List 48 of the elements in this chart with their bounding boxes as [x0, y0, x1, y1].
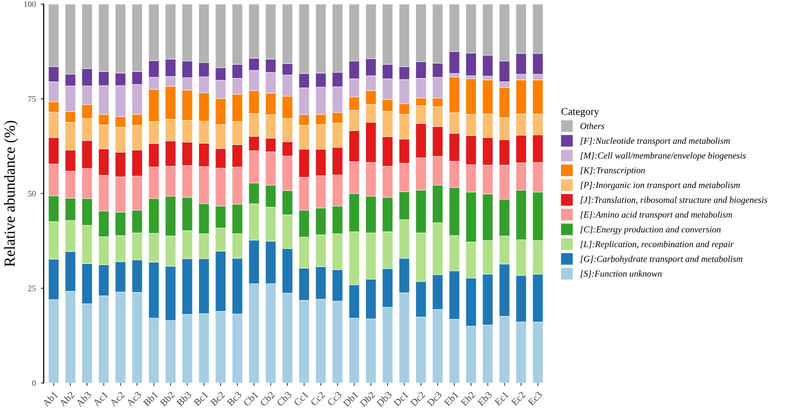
- x-tick-label: Bc1: [193, 391, 208, 406]
- legend-label: [P]:Inorganic ion transport and metabolism: [580, 182, 740, 190]
- x-tick-label: Bc3: [226, 391, 242, 406]
- x-tick-label: Ec2: [510, 391, 526, 406]
- x-tick-label: Cb2: [260, 390, 276, 407]
- x-tick-label: Eb1: [443, 391, 459, 406]
- x-tick-label: Db3: [376, 390, 392, 408]
- x-tick-label: Ac1: [92, 391, 108, 407]
- legend-label: [M]:Cell wall/membrane/envelope biogenesis: [580, 152, 746, 160]
- x-tick-label: Cc1: [294, 391, 309, 406]
- x-tick-label: Cb1: [242, 391, 258, 407]
- x-tick-label: Db1: [342, 391, 359, 408]
- x-tick-label: Eb2: [460, 390, 476, 406]
- y-tick-label: 50: [28, 190, 36, 197]
- legend-label: Others: [580, 122, 604, 130]
- x-tick-label: Ec3: [528, 391, 542, 406]
- x-tick-label: Bb1: [142, 391, 158, 407]
- x-tick-label: Eb3: [476, 390, 492, 406]
- x-tick-label: Cc3: [326, 391, 342, 406]
- x-tick-label: Ac3: [126, 391, 142, 407]
- legend-label: [G]:Carbohydrate transport and metabolism: [580, 256, 742, 264]
- x-tick-label: Cc2: [310, 391, 326, 406]
- y-tick-label: 0: [32, 380, 36, 386]
- x-tick-label: Db2: [359, 390, 376, 408]
- y-tick-label: 75: [28, 96, 36, 102]
- legend-label: [K]:Transcription: [580, 167, 645, 176]
- x-tick-label: Bc2: [210, 391, 226, 406]
- legend-label: [L]:Replication, recombination and repair: [580, 240, 734, 250]
- legend-title: Category: [561, 108, 600, 118]
- legend-label: [J]:Translation, ribosomal structure and biogenesis: [580, 196, 768, 205]
- x-tick-label: Bb2: [159, 390, 176, 407]
- x-tick-label: Cb3: [276, 390, 292, 407]
- x-tick-label: Ab3: [75, 390, 92, 408]
- x-tick-label: Ab1: [42, 391, 58, 408]
- y-tick-label: 25: [28, 286, 36, 292]
- x-tick-label: Dc3: [426, 391, 442, 407]
- x-tick-label: Ab2: [58, 390, 75, 408]
- x-tick-label: Bb3: [176, 390, 192, 407]
- legend-label: [S]:Function unknown: [580, 270, 662, 278]
- legend-label: [C]:Energy production and conversion: [580, 226, 721, 234]
- legend-label: [E]:Amino acid transport and metabolism: [580, 211, 732, 220]
- y-axis-title: Relative abundance (%): [4, 120, 18, 266]
- x-tick-label: Ec1: [494, 391, 509, 406]
- legend-label: [F]:Nucleotide transport and metabolism: [580, 138, 730, 146]
- x-tick-label: Ac2: [109, 391, 125, 407]
- x-tick-label: Dc1: [393, 391, 409, 407]
- x-tick-label: Dc2: [410, 391, 426, 407]
- y-tick-label: 100: [24, 1, 36, 8]
